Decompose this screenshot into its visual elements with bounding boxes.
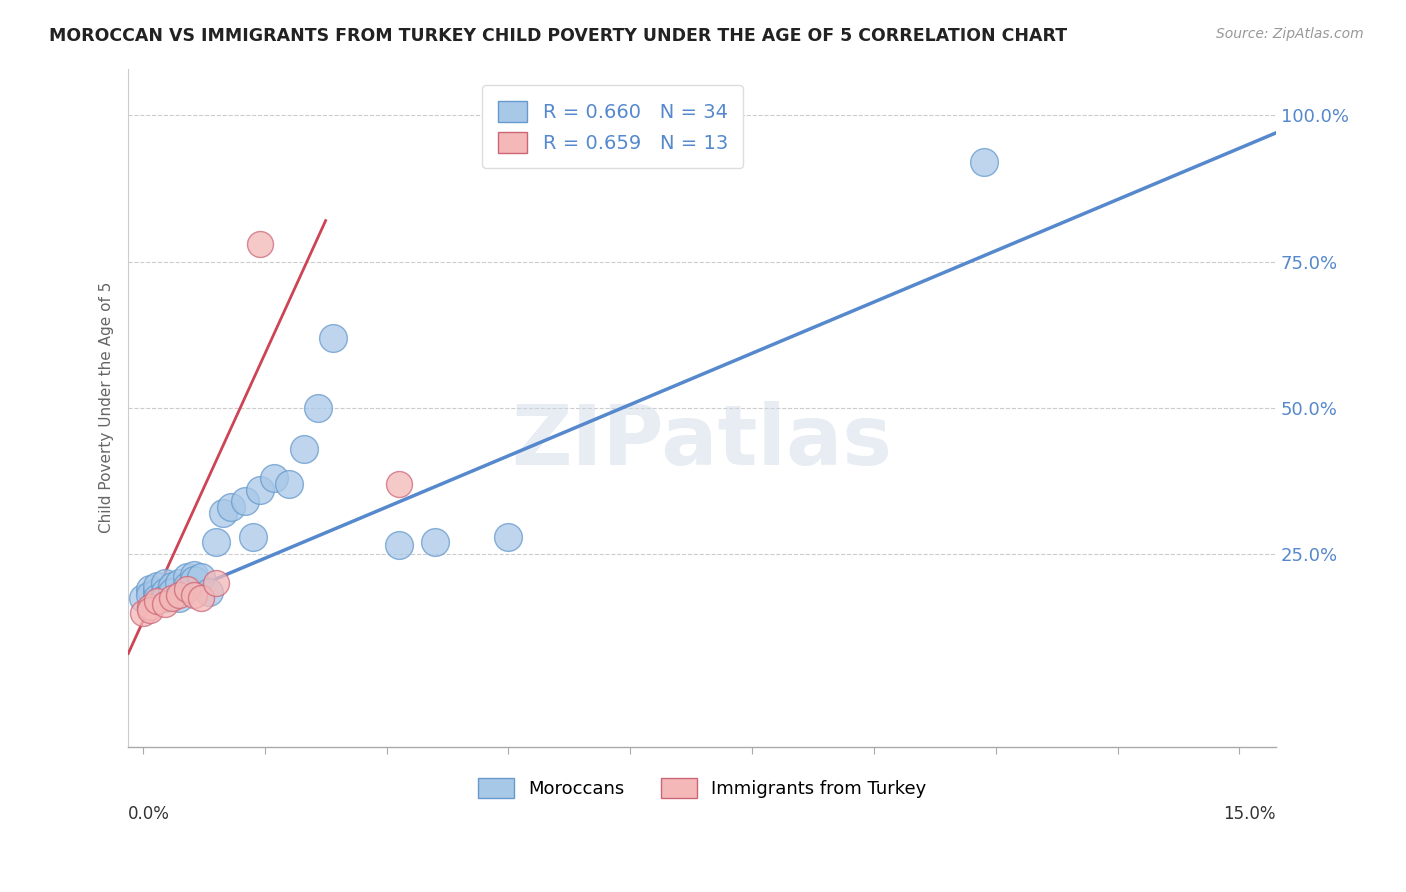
Point	[388, 538, 411, 552]
Point	[219, 500, 242, 515]
Point	[160, 579, 183, 593]
Y-axis label: Child Poverty Under the Age of 5: Child Poverty Under the Age of 5	[100, 282, 114, 533]
Point	[139, 588, 162, 602]
Point	[205, 535, 228, 549]
Point	[176, 582, 198, 596]
Point	[169, 588, 191, 602]
Point	[190, 570, 212, 584]
Text: 15.0%: 15.0%	[1223, 805, 1277, 822]
Point	[153, 591, 176, 605]
Text: ZIPatlas: ZIPatlas	[512, 401, 893, 483]
Point	[263, 471, 285, 485]
Point	[973, 155, 995, 169]
Point	[498, 529, 520, 543]
Point	[176, 579, 198, 593]
Point	[212, 506, 235, 520]
Point	[183, 588, 205, 602]
Point	[183, 567, 205, 582]
Point	[169, 576, 191, 591]
Point	[132, 606, 155, 620]
Point	[160, 591, 183, 605]
Point	[176, 570, 198, 584]
Point	[146, 579, 169, 593]
Point	[190, 591, 212, 605]
Point	[278, 476, 301, 491]
Point	[233, 494, 256, 508]
Point	[249, 483, 271, 497]
Point	[160, 585, 183, 599]
Point	[242, 529, 264, 543]
Text: 0.0%: 0.0%	[128, 805, 170, 822]
Text: MOROCCAN VS IMMIGRANTS FROM TURKEY CHILD POVERTY UNDER THE AGE OF 5 CORRELATION : MOROCCAN VS IMMIGRANTS FROM TURKEY CHILD…	[49, 27, 1067, 45]
Point	[292, 442, 315, 456]
Point	[139, 602, 162, 616]
Point	[388, 476, 411, 491]
Point	[205, 576, 228, 591]
Point	[146, 591, 169, 605]
Point	[146, 594, 169, 608]
Legend: Moroccans, Immigrants from Turkey: Moroccans, Immigrants from Turkey	[464, 764, 941, 813]
Point	[153, 597, 176, 611]
Point	[153, 585, 176, 599]
Text: Source: ZipAtlas.com: Source: ZipAtlas.com	[1216, 27, 1364, 41]
Point	[183, 574, 205, 588]
Point	[153, 576, 176, 591]
Point	[139, 582, 162, 596]
Point	[307, 401, 329, 415]
Point	[139, 599, 162, 614]
Point	[169, 591, 191, 605]
Point	[322, 330, 344, 344]
Point	[249, 237, 271, 252]
Point	[425, 535, 447, 549]
Point	[197, 585, 219, 599]
Point	[132, 591, 155, 605]
Point	[146, 585, 169, 599]
